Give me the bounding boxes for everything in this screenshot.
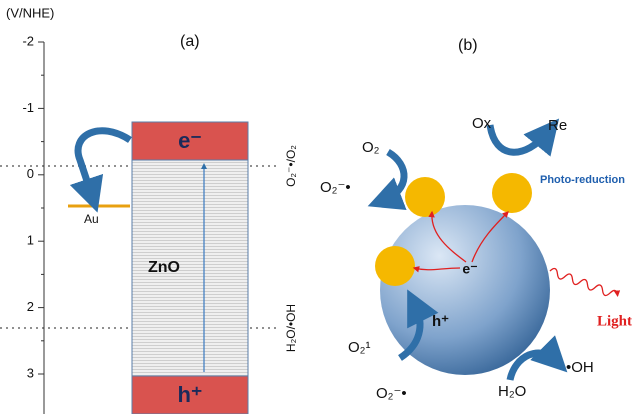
light-wave [549, 267, 619, 299]
level-label: H₂O/•OH [284, 304, 298, 352]
level-label: O₂⁻•/O₂ [284, 145, 298, 187]
au-particle [405, 177, 445, 217]
metal-label: Au [84, 212, 99, 226]
panel-label: (b) [458, 37, 478, 54]
species-label: O₂⁻• [376, 385, 407, 402]
electron-label: e⁻ [178, 128, 202, 153]
species-label: Re [548, 117, 567, 134]
species-label: O₂ [362, 139, 380, 156]
tick-label: 0 [27, 166, 34, 181]
panel-label: (a) [180, 33, 200, 50]
process-label: Photo-reduction [540, 174, 625, 186]
electron-label: e⁻ [462, 261, 477, 277]
hole-label: h⁺ [432, 313, 449, 330]
light-label: Light [597, 313, 632, 329]
au-particle [492, 173, 532, 213]
tick-label: -2 [22, 33, 34, 48]
material-label: ZnO [148, 259, 180, 276]
axis-unit: (V/NHE) [6, 5, 54, 20]
tick-label: -1 [22, 100, 34, 115]
species-label: O₂¹ [348, 339, 371, 356]
tick-label: 3 [27, 365, 34, 380]
au-particle [375, 246, 415, 286]
species-label: •OH [566, 359, 594, 376]
species-label: O₂⁻• [320, 179, 351, 196]
tick-label: 2 [27, 299, 34, 314]
reaction-arrow [490, 125, 548, 152]
tick-label: 1 [27, 233, 34, 248]
transfer-arrow [78, 131, 130, 196]
reaction-arrow [384, 152, 404, 200]
figure: (V/NHE) -2 -1 0 1 2 3 (a) e⁻ h⁺ ZnO Au O₂⁻•/O… [0, 0, 636, 414]
species-label: Ox [472, 115, 492, 132]
species-label: H₂O [498, 383, 526, 400]
hole-label: h⁺ [177, 382, 202, 407]
